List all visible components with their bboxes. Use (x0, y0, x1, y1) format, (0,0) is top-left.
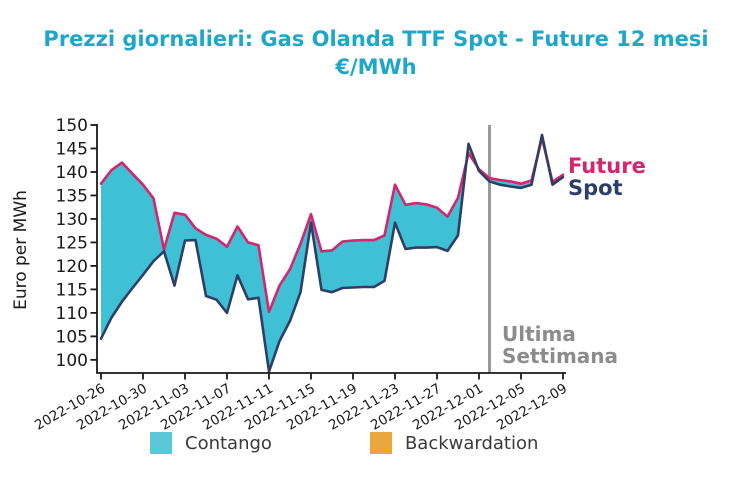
spot-line (99, 133, 565, 373)
y-tick-label: 145 (56, 139, 88, 159)
y-tick-label: 115 (56, 280, 88, 300)
vline-annotation: Ultima Settimana (502, 323, 618, 367)
contango-area (101, 138, 563, 372)
spot-series-label: Spot (568, 176, 623, 200)
vline-annotation-line1: Ultima (502, 322, 576, 346)
y-tick-label: 100 (56, 351, 88, 371)
chart-title-block: Prezzi giornalieri: Gas Olanda TTF Spot … (0, 25, 752, 81)
y-tick-label: 120 (56, 257, 88, 277)
axes-spines (96, 124, 566, 374)
contango-swatch-icon (150, 432, 172, 454)
vline-annotation-line2: Settimana (502, 344, 619, 368)
y-tick-label: 140 (56, 163, 88, 183)
y-tick-label: 105 (56, 327, 88, 347)
future-line (99, 136, 565, 314)
backwardation-legend-label: Backwardation (404, 432, 539, 454)
y-tick-label: 150 (56, 116, 88, 136)
y-tick-label: 125 (56, 233, 88, 253)
chart-title: Prezzi giornalieri: Gas Olanda TTF Spot … (43, 27, 709, 51)
future-series-label: Future (568, 154, 646, 178)
contango-legend-label: Contango (185, 432, 272, 454)
legend: Contango Backwardation (150, 432, 538, 454)
y-tick-label: 110 (56, 304, 88, 324)
y-tick-label: 135 (56, 186, 88, 206)
backwardation-swatch-icon (369, 432, 392, 454)
y-tick-label: 130 (56, 210, 88, 230)
chart-subtitle: €/MWh (335, 55, 417, 79)
